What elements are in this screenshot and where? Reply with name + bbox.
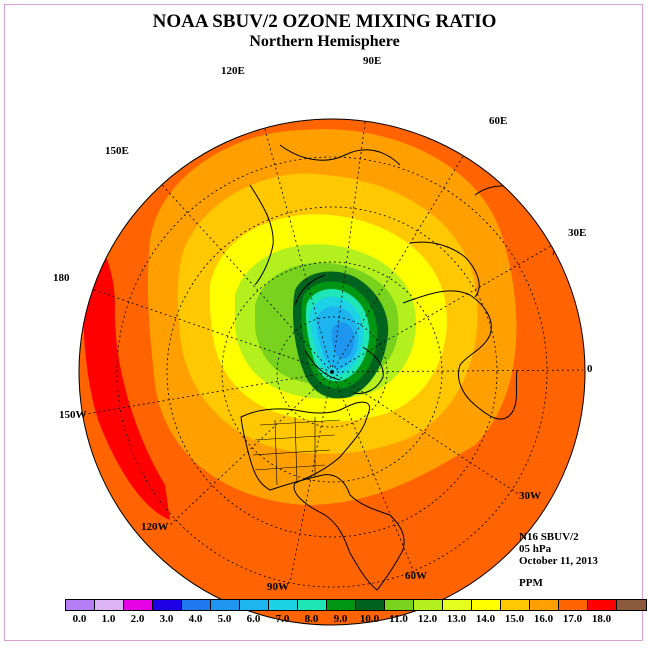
lon-label-150w: 150W	[59, 409, 87, 421]
colorbar-tick-label: 2.0	[130, 613, 145, 625]
colorbar-ticks: 0.0 1.0 2.0 3.0 4.0 5.0 6.0 7.0 8.0 9.0 10.0 11.0 12…	[5, 613, 644, 627]
colorbar-swatch	[153, 600, 182, 610]
colorbar-swatch	[588, 600, 617, 610]
colorbar-swatch	[95, 600, 124, 610]
lon-label-150e: 150E	[105, 145, 129, 157]
date-label: October 11, 2013	[519, 555, 598, 567]
globe-border	[78, 118, 586, 626]
colorbar-swatch	[356, 600, 385, 610]
lon-label-60e: 60E	[489, 115, 508, 127]
pressure-level-label: 05 hPa	[519, 543, 552, 555]
lon-label-90w: 90W	[267, 581, 289, 593]
colorbar-swatch	[269, 600, 298, 610]
colorbar-tick-label: 6.0	[246, 613, 261, 625]
satellite-label: N16 SBUV/2	[519, 531, 579, 543]
colorbar-swatch	[414, 600, 443, 610]
colorbar-tick-label: 13.0	[446, 613, 467, 625]
colorbar-swatch	[617, 600, 646, 610]
lon-label-120w: 120W	[141, 521, 169, 533]
lon-label-120e: 120E	[221, 65, 245, 77]
colorbar-swatch	[559, 600, 588, 610]
chart-title: NOAA SBUV/2 OZONE MIXING RATIO	[152, 11, 497, 32]
colorbar-tick-label: 5.0	[217, 613, 232, 625]
colorbar-swatch	[182, 600, 211, 610]
colorbar-swatch	[124, 600, 153, 610]
colorbar-tick-label: 3.0	[159, 613, 174, 625]
colorbar-swatch	[385, 600, 414, 610]
colorbar-swatch	[240, 600, 269, 610]
red-band-region	[83, 230, 170, 520]
colorbar-swatch	[530, 600, 559, 610]
colorbar-tick-label: 8.0	[304, 613, 319, 625]
colorbar-swatch	[298, 600, 327, 610]
colorbar-tick-label: 15.0	[504, 613, 525, 625]
colorbar-tick-label: 18.0	[591, 613, 612, 625]
colorbar-tick-label: 9.0	[333, 613, 348, 625]
lon-label-30w: 30W	[519, 490, 541, 502]
lon-label-180: 180	[53, 272, 70, 284]
colorbar-tick-label: 17.0	[562, 613, 583, 625]
colorbar-tick-label: 1.0	[101, 613, 116, 625]
colorbar-swatch	[472, 600, 501, 610]
chart-subtitle: Northern Hemisphere	[249, 33, 400, 50]
colorbar	[65, 599, 647, 611]
colorbar-tick-label: 10.0	[359, 613, 380, 625]
colorbar-tick-label: 7.0	[275, 613, 290, 625]
colorbar-tick-label: 16.0	[533, 613, 554, 625]
lon-label-90e: 90E	[363, 55, 382, 67]
colorbar-tick-label: 14.0	[475, 613, 496, 625]
units-label: PPM	[519, 577, 543, 589]
colorbar-tick-label: 11.0	[389, 613, 408, 625]
colorbar-swatch	[66, 600, 95, 610]
figure-frame: NOAA SBUV/2 OZONE MIXING RATIO Northern …	[4, 4, 647, 641]
colorbar-swatch	[211, 600, 240, 610]
colorbar-tick-label: 0.0	[72, 613, 87, 625]
colorbar-swatch	[327, 600, 356, 610]
lon-label-0: 0	[587, 363, 593, 375]
polar-map	[78, 118, 586, 626]
colorbar-swatch	[501, 600, 530, 610]
coastlines	[240, 144, 557, 591]
lon-label-30e: 30E	[568, 227, 587, 239]
colorbar-swatch	[443, 600, 472, 610]
lon-label-60w: 60W	[405, 570, 427, 582]
colorbar-tick-label: 12.0	[417, 613, 438, 625]
colorbar-tick-label: 4.0	[188, 613, 203, 625]
